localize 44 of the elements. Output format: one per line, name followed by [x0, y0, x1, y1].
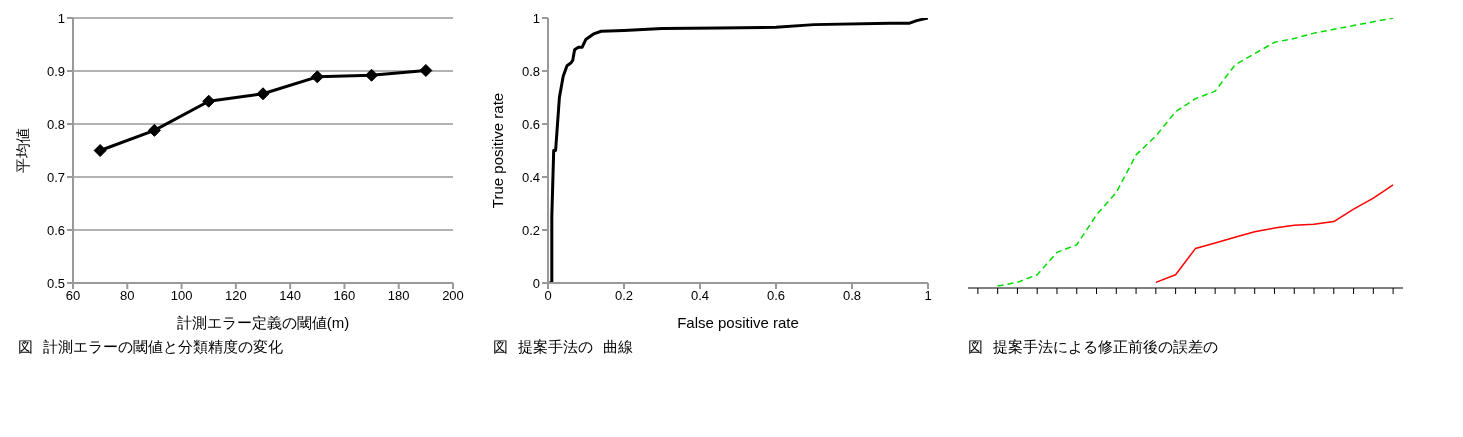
x-axis-title: 計測エラー定義の閾値(m)	[176, 314, 350, 331]
x-tick-label: 0.8	[842, 288, 862, 304]
text: 図	[18, 338, 33, 357]
x-tick-label: 120	[225, 288, 247, 304]
x-tick-label: 80	[120, 288, 135, 304]
point	[419, 63, 433, 77]
x-tick-label: 0.4	[690, 288, 710, 304]
text: 提案手法による修正前後の誤差の	[993, 338, 1218, 357]
point	[256, 87, 270, 101]
text: 図	[493, 338, 508, 357]
y-tick-label: 0.8	[46, 116, 65, 132]
point	[147, 123, 161, 137]
y-tick-label: 0.7	[46, 169, 65, 185]
y-tick-label: 0.9	[46, 63, 65, 79]
point	[310, 70, 324, 84]
y-tick-label: 0.4	[521, 169, 540, 185]
y-tick-label: 1	[57, 10, 65, 26]
y-tick-label: 0.2	[521, 222, 540, 238]
y-tick-label: 0.6	[521, 116, 540, 132]
x-tick-label: 100	[170, 288, 193, 304]
x-axis-title: False positive rate	[677, 314, 799, 331]
point	[202, 94, 216, 108]
x-tick-label: 200	[442, 288, 464, 304]
point	[93, 144, 107, 157]
y-axis-title: 平均値	[14, 128, 32, 173]
x-tick-label: 160	[333, 288, 356, 304]
y-tick-label: 0.8	[521, 63, 540, 79]
text: 計測エラーの閾値と分類精度の変化	[43, 338, 283, 357]
y-tick-label: 0	[532, 275, 540, 291]
x-tick-label: 0.2	[614, 288, 634, 304]
x-tick-label: 180	[387, 288, 410, 304]
point	[365, 68, 379, 82]
x-tick-label: 0.6	[766, 288, 786, 304]
x-tick-label: 140	[279, 288, 301, 304]
x-tick-label: 0	[544, 288, 552, 304]
x-tick-label: 60	[65, 288, 81, 304]
text: 曲線	[603, 338, 633, 357]
y-tick-label: 0.5	[46, 275, 65, 291]
y-axis-title: True positive rate	[489, 92, 507, 209]
y-tick-label: 0.6	[46, 222, 65, 238]
text: 図	[968, 338, 983, 357]
text: 提案手法の	[518, 338, 593, 357]
y-tick-label: 1	[532, 10, 540, 26]
x-tick-label: 1	[924, 288, 932, 304]
